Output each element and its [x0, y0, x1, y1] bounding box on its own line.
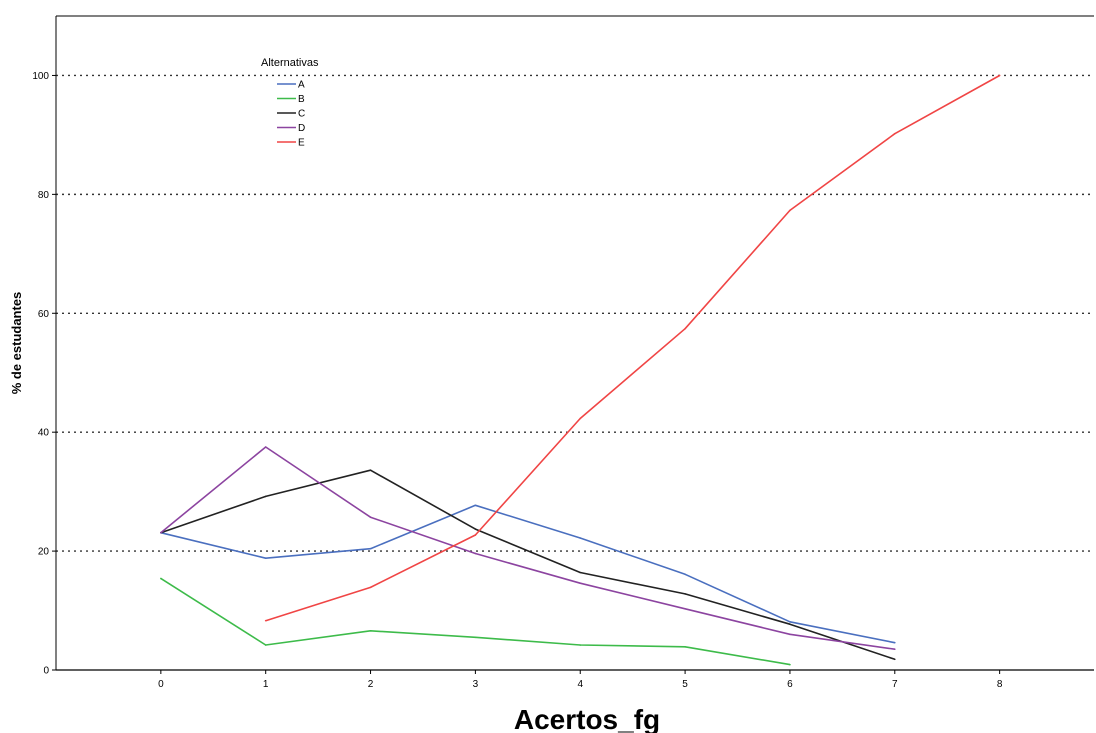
data-point-D [264, 446, 267, 448]
x-axis-ticks: 0 1 2 3 4 5 6 7 8 [158, 670, 1003, 690]
x-tick-label: 3 [473, 679, 479, 690]
y-axis-label: % de estudantes [9, 292, 24, 395]
y-tick-label: 60 [38, 309, 50, 320]
x-tick-label: 8 [997, 679, 1003, 690]
data-point-A [893, 641, 896, 644]
legend-label-B: B [298, 94, 305, 105]
data-point-B [789, 663, 791, 666]
y-tick-label: 0 [43, 666, 49, 677]
data-point-D [789, 633, 791, 636]
data-point-D [893, 648, 896, 650]
series-line-E [265, 74, 1000, 622]
data-point-D [474, 552, 477, 555]
data-point-B [264, 644, 267, 646]
y-tick-label: 100 [32, 71, 49, 82]
series-line-A [160, 504, 895, 644]
legend-label-E: E [298, 138, 305, 149]
data-point-C [579, 571, 582, 574]
legend-label-A: A [298, 80, 305, 91]
data-point-B [160, 577, 162, 580]
data-point-E [579, 417, 582, 420]
data-point-E [264, 619, 267, 622]
x-axis-label: Acertos_fg [514, 704, 660, 733]
data-point-D [369, 516, 372, 519]
data-point-E [684, 327, 686, 330]
x-tick-label: 5 [682, 679, 688, 690]
data-point-A [369, 547, 372, 550]
data-point-B [579, 644, 582, 646]
data-point-E [369, 586, 372, 589]
data-point-D [684, 607, 686, 610]
data-point-C [264, 495, 267, 498]
x-tick-label: 2 [368, 679, 374, 690]
series-line-C [160, 469, 896, 661]
data-point-D [579, 582, 582, 584]
data-point-A [789, 621, 791, 623]
data-point-D [160, 531, 162, 534]
x-tick-label: 7 [892, 679, 898, 690]
data-point-E [474, 534, 477, 536]
data-point-C [684, 593, 686, 595]
data-point-B [684, 646, 686, 648]
series-C [160, 469, 896, 661]
data-point-A [474, 504, 477, 507]
axes [55, 15, 1094, 671]
series-B [160, 577, 791, 666]
series-D [160, 446, 896, 650]
y-tick-label: 20 [38, 547, 50, 558]
x-tick-label: 0 [158, 679, 164, 690]
legend-title: Alternativas [261, 57, 319, 69]
legend-label-D: D [298, 123, 305, 134]
y-tick-label: 80 [38, 190, 50, 201]
data-point-E [893, 132, 896, 135]
legend-label-C: C [298, 109, 305, 120]
data-point-E [789, 209, 791, 212]
data-point-C [893, 658, 896, 661]
series-E [264, 74, 1001, 622]
x-tick-label: 4 [577, 679, 583, 690]
data-point-A [579, 537, 582, 539]
data-point-C [369, 469, 372, 472]
data-point-B [474, 636, 477, 639]
y-tick-label: 40 [38, 428, 50, 439]
data-point-C [789, 623, 791, 626]
gridlines [56, 74, 1094, 552]
y-axis-ticks: 0 20 40 60 80 100 [32, 71, 56, 677]
series-line-B [160, 577, 791, 666]
data-point-B [369, 629, 372, 632]
data-point-A [684, 573, 686, 576]
data-point-E [998, 74, 1001, 77]
x-tick-label: 1 [263, 679, 269, 690]
series-lines [160, 74, 1001, 666]
data-point-C [474, 528, 477, 530]
series-line-D [160, 446, 895, 650]
data-point-A [264, 557, 267, 560]
x-tick-label: 6 [787, 679, 793, 690]
